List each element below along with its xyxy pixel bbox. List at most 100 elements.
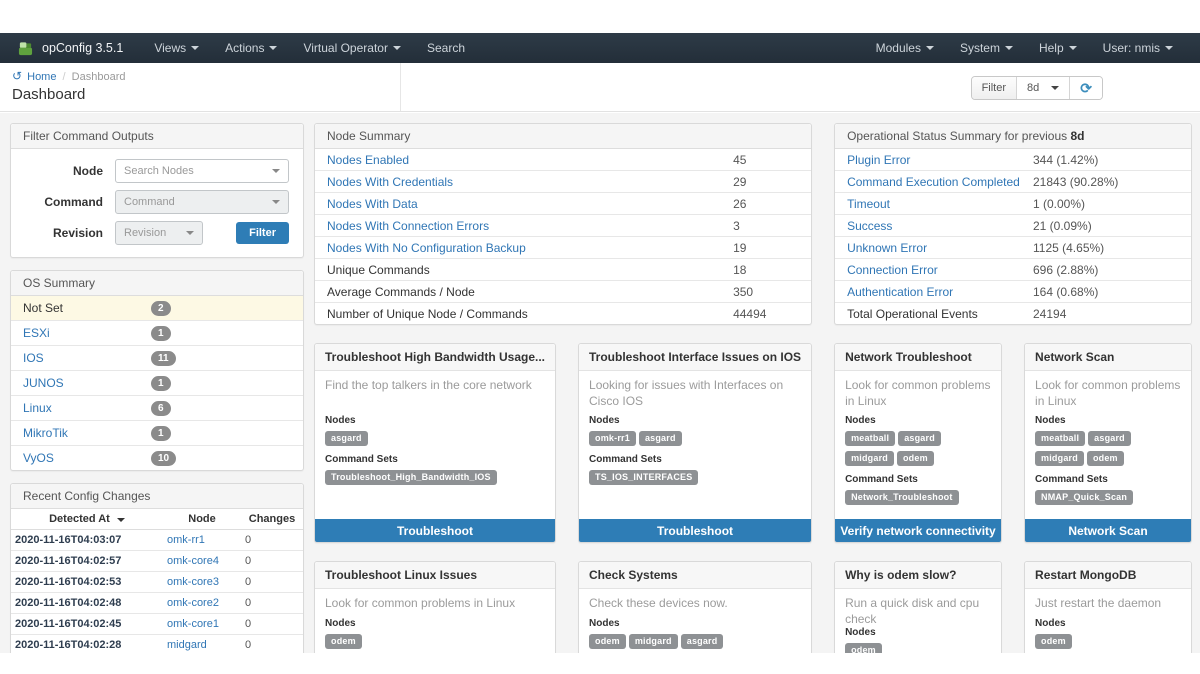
os-link[interactable]: ESXi [23,326,50,340]
column-header-changes[interactable]: Changes [241,509,303,530]
breadcrumb-home-link[interactable]: Home [27,71,57,83]
chevron-down-icon [272,169,280,173]
node-badge: odem [896,451,934,466]
navbar-menu-item[interactable]: System [947,33,1026,63]
os-link[interactable]: MikroTik [23,426,68,440]
os-link[interactable]: JUNOS [23,376,64,390]
node-summary-row: Nodes With Data 26 [315,193,812,215]
nodes-label: Nodes [845,627,876,639]
status-value: 344 (1.42%) [1033,152,1099,167]
navbar-menu-item[interactable]: Search [426,41,465,55]
status-value: 1125 (4.65%) [1033,240,1105,255]
summary-link[interactable]: Nodes With Credentials [327,174,454,189]
count-badge: 1 [151,426,171,441]
os-link[interactable]: VyOS [23,451,54,465]
node-summary-row: Average Commands / Node 350 [315,281,812,303]
column-header-node[interactable]: Node [163,509,241,530]
chevron-down-icon [1051,86,1060,90]
count-badge: 1 [151,376,171,391]
summary-link[interactable]: Nodes Enabled [327,152,410,167]
page-header: ↺ Home / Dashboard Dashboard Filter 8d ⟳ [0,63,1200,112]
summary-value: 350 [733,284,754,299]
navbar-menu-item[interactable]: Modules [863,33,947,63]
history-back-icon[interactable]: ↺ [12,69,23,83]
node-link[interactable]: omk-rr1 [167,534,205,546]
operational-status-row: Total Operational Events 24194 [835,303,1191,324]
node-select-placeholder: Search Nodes [124,165,194,177]
config-change-row: 2020-11-16T04:02:45 omk-core1 0 [11,613,303,635]
status-link[interactable]: Unknown Error [847,240,928,255]
os-link[interactable]: Not Set [23,301,64,315]
os-link[interactable]: IOS [23,351,44,365]
navbar-menu-item[interactable]: Actions [212,33,290,63]
count-badge: 10 [151,451,177,466]
count-badge: 11 [151,351,176,366]
status-link[interactable]: Plugin Error [847,152,911,167]
breadcrumb-separator: / [62,71,66,83]
summary-value: 45 [733,152,747,167]
page-title: Dashboard [12,86,86,103]
virtual-operator-card: Network Scan Look for common problems in… [1024,343,1192,543]
card-action-button[interactable]: Troubleshoot [315,519,556,542]
summary-link[interactable]: Nodes With Connection Errors [327,218,490,233]
status-link[interactable]: Total Operational Events [847,306,978,321]
operational-status-panel: Operational Status Summary for previous … [834,123,1192,325]
changes-cell: 0 [241,529,303,551]
changes-cell: 0 [241,550,303,572]
card-action-button[interactable]: Troubleshoot [579,519,812,542]
navbar-menu-item[interactable]: Virtual Operator [290,33,414,63]
os-summary-row: Linux 6 [11,396,303,421]
changes-cell: 0 [241,634,303,653]
command-set-badge: NMAP_Quick_Scan [1035,490,1134,505]
command-set-badge: Network_Troubleshoot [845,490,959,505]
node-select[interactable]: Search Nodes [115,159,289,183]
status-link[interactable]: Authentication Error [847,284,954,299]
node-link[interactable]: omk-core4 [167,555,219,567]
summary-link[interactable]: Average Commands / Node [327,284,475,299]
node-badge: midgard [628,634,678,649]
nodes-label: Nodes [1035,618,1066,629]
navbar-menu-item[interactable]: User: nmis [1090,33,1186,63]
chevron-down-icon [272,200,280,204]
panel-title: OS Summary [11,271,303,296]
period-select[interactable]: 8d [1016,77,1070,99]
command-select[interactable]: Command [115,190,289,214]
card-description: Run a quick disk and cpu check [845,596,980,626]
status-link[interactable]: Timeout [847,196,890,211]
virtual-operator-card: Check Systems Check these devices now. N… [578,561,813,653]
os-link[interactable]: Linux [23,401,52,415]
navbar-menu-item[interactable]: Views [141,33,212,63]
summary-link[interactable]: Unique Commands [327,262,430,277]
operational-status-row: Plugin Error 344 (1.42%) [835,149,1191,171]
apply-filter-button[interactable]: Filter [236,222,289,244]
filter-button[interactable]: Filter [971,77,1017,99]
header-divider [400,63,401,111]
period-bold: 8d [1070,129,1085,143]
summary-link[interactable]: Number of Unique Node / Commands [327,306,528,321]
command-field-label: Command [44,195,103,209]
column-header-detected-at[interactable]: Detected At [11,509,163,530]
status-value: 21843 (90.28%) [1033,174,1119,189]
refresh-button[interactable]: ⟳ [1069,77,1102,99]
navbar-menu-item[interactable]: Help [1026,33,1090,63]
node-badge: odem [589,634,626,649]
card-title: Troubleshoot Linux Issues [315,562,556,589]
node-link[interactable]: omk-core3 [167,576,219,588]
card-action-button[interactable]: Network Scan [1025,519,1191,542]
node-summary-row: Unique Commands 18 [315,259,812,281]
status-link[interactable]: Success [847,218,893,233]
node-link[interactable]: midgard [167,639,207,651]
node-link[interactable]: omk-core1 [167,618,219,630]
summary-link[interactable]: Nodes With Data [327,196,418,211]
app-brand[interactable]: opConfig 3.5.1 [42,41,124,55]
card-title: Troubleshoot High Bandwidth Usage... [315,344,556,371]
revision-select[interactable]: Revision [115,221,203,245]
node-summary-row: Nodes Enabled 45 [315,149,812,171]
status-link[interactable]: Command Execution Completed [847,174,1020,189]
summary-value: 3 [733,218,740,233]
status-link[interactable]: Connection Error [847,262,938,277]
node-link[interactable]: omk-core2 [167,597,219,609]
summary-link[interactable]: Nodes With No Configuration Backup [327,240,526,255]
card-action-button[interactable]: Verify network connectivity [835,519,1002,542]
